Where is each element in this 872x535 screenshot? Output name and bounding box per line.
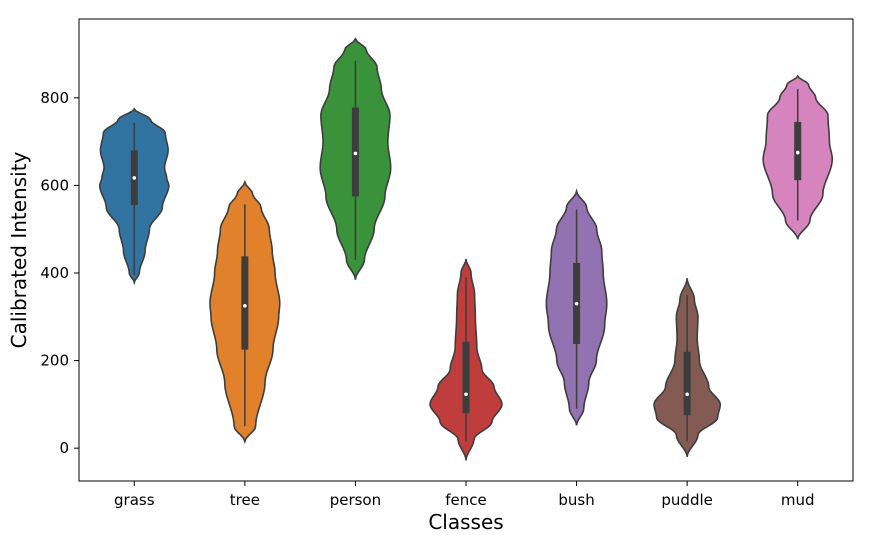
y-axis-label: Calibrated Intensity [7,151,31,348]
violin-iqr-box [462,341,470,414]
violin-median-point [795,150,800,155]
y-axis: 0 200 400 600 800 [40,89,79,457]
violin-iqr-box [683,351,691,416]
violin-median-point [574,301,579,306]
x-tick-label-fence: fence [445,491,487,509]
violin-median-point [132,176,137,180]
x-tick-label-bush: bush [558,491,594,509]
violins-group [98,37,834,461]
y-tick-label: 600 [40,176,69,194]
violin-tree [209,179,281,444]
violin-bush [545,188,608,426]
violin-median-point [243,304,247,308]
x-axis: grass tree person fence bush puddle mud [114,481,815,509]
x-tick-label-person: person [330,491,381,509]
x-tick-label-tree: tree [230,491,260,509]
y-tick-label: 0 [59,439,69,457]
violin-puddle [653,278,722,458]
y-tick-label: 800 [40,89,69,107]
violin-fence [429,258,503,461]
violin-median-point [685,392,689,397]
violin-mud [762,74,834,240]
x-tick-label-puddle: puddle [661,491,712,509]
x-tick-label-grass: grass [114,491,155,509]
x-axis-label: Classes [428,510,503,534]
violin-grass [98,107,170,286]
x-tick-label-mud: mud [781,491,815,509]
violin-iqr-box [241,256,249,350]
y-tick-label: 400 [40,264,69,282]
y-tick-label: 200 [40,352,69,370]
violin-median-point [464,392,468,397]
violin-person [319,37,392,280]
violin-median-point [353,151,358,156]
